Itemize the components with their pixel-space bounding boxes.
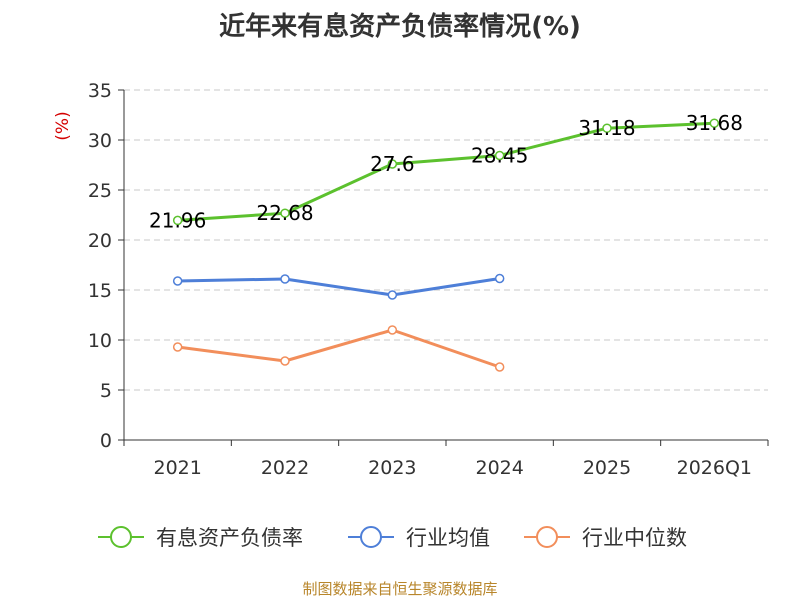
series-line-0 [177, 121, 715, 222]
y-tick-label-35: 35 [88, 80, 112, 102]
data-point-1-0 [172, 276, 183, 286]
legend-marker-1 [360, 526, 382, 548]
data-point-2-0 [172, 342, 183, 352]
data-labels: 21.96 22.68 27.6 28.45 31.18 31.68 [149, 111, 743, 232]
data-point-1-3 [494, 273, 505, 284]
data-point-1-1 [280, 274, 290, 284]
legend: 有息资产负债率 行业均值 行业中位数 [98, 526, 687, 550]
legend-label-2: 行业中位数 [582, 526, 687, 550]
data-label-0-1: 22.68 [256, 201, 313, 225]
series-group [172, 118, 720, 372]
legend-label-1: 行业均值 [406, 526, 490, 550]
series-line-1 [177, 277, 500, 297]
x-tick-label-2024: 2024 [475, 457, 523, 479]
data-label-0-5: 31.68 [686, 111, 743, 135]
chart-title: 近年来有息资产负债率情况(%) [219, 12, 581, 42]
x-tick-label-2021: 2021 [153, 457, 201, 479]
data-label-0-3: 28.45 [471, 144, 528, 168]
data-label-0-4: 31.18 [578, 116, 635, 140]
x-tick-label-2026Q1: 2026Q1 [677, 457, 752, 479]
data-point-0-4 [602, 123, 612, 133]
y-tick-label-10: 10 [88, 330, 112, 352]
legend-label-0: 有息资产负债率 [156, 526, 303, 550]
data-point-0-3 [494, 150, 505, 161]
grid-lines [124, 89, 768, 391]
y-tick-label-30: 30 [88, 130, 112, 152]
source-note: 制图数据来自恒生聚源数据库 [302, 580, 498, 598]
x-tick-label-2022: 2022 [261, 457, 309, 479]
data-point-2-3 [494, 362, 505, 372]
data-label-0-2: 27.6 [370, 152, 415, 176]
data-point-1-2 [387, 290, 398, 300]
data-point-0-0 [172, 215, 183, 226]
x-tick-label-2025: 2025 [583, 457, 631, 479]
y-tick-label-25: 25 [88, 180, 112, 202]
legend-marker-0 [110, 526, 132, 548]
y-tick-label-15: 15 [88, 280, 112, 302]
data-point-0-2 [387, 159, 398, 169]
data-point-0-5 [709, 118, 720, 128]
data-point-2-2 [387, 325, 398, 335]
y-tick-label-5: 5 [100, 380, 112, 402]
y-axis-label: (%) [53, 111, 73, 140]
x-tick-label-2023: 2023 [368, 457, 416, 479]
y-tick-label-20: 20 [88, 230, 112, 252]
y-tick-label-0: 0 [100, 430, 112, 452]
data-point-0-1 [280, 208, 290, 218]
data-label-0-0: 21.96 [149, 208, 206, 232]
series-line-2 [177, 328, 501, 369]
data-point-2-1 [280, 356, 290, 366]
legend-marker-2 [536, 526, 558, 548]
